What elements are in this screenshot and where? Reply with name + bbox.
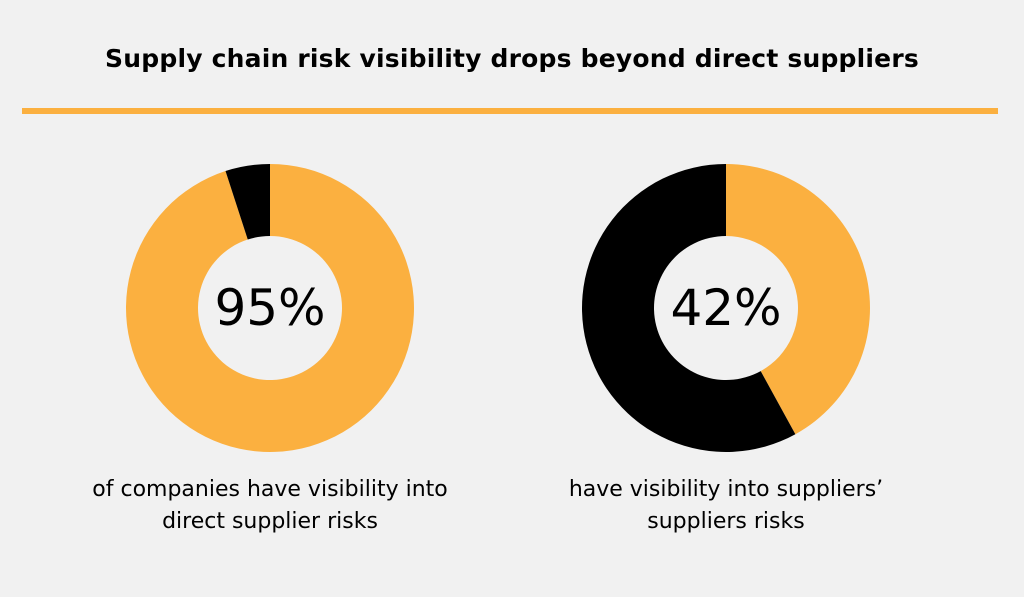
donut-slice-remainder: [582, 164, 796, 453]
title-divider: [22, 108, 998, 114]
donut-slice-visible: [126, 164, 414, 452]
caption-direct: of companies have visibility into direct…: [92, 477, 448, 534]
donut-center-label: 42%: [670, 279, 781, 337]
donut-center-label: 95%: [214, 279, 325, 337]
donut-slice-remainder: [225, 164, 270, 240]
donut-chart-direct: 95%: [126, 164, 414, 452]
chart-title: Supply chain risk visibility drops beyon…: [105, 44, 919, 73]
donut-chart-indirect: 42%: [582, 163, 870, 453]
caption-indirect: have visibility into suppliers’ supplier…: [568, 477, 884, 534]
donut-slice-visible: [726, 163, 870, 435]
